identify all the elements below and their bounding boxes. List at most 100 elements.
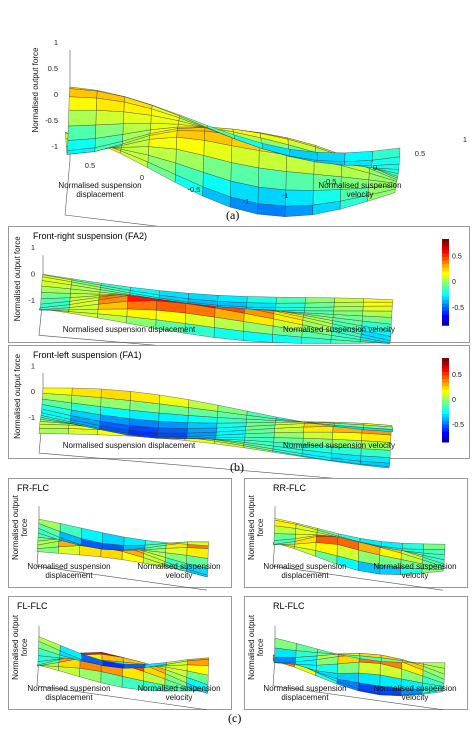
- b1-colorbar-cell: [442, 310, 449, 315]
- c3-axis-floor: [36, 657, 208, 711]
- b2-colorbar-tick: 0.5: [452, 372, 462, 379]
- a-xtick: 0.5: [85, 161, 95, 170]
- c2-zlabel: Normalised outputforce: [247, 494, 265, 560]
- c4-xlabel: Normalised suspension displacement: [263, 684, 346, 702]
- a-patch: [284, 204, 314, 217]
- a-ytick: -0.5: [324, 177, 337, 186]
- rr-flc-title: RR-FLC: [273, 483, 306, 493]
- b2-patch: [187, 427, 217, 434]
- panel-b-fa1: Front-left suspension (FA1) Normalised o…: [8, 345, 470, 484]
- b1-patch: [246, 302, 277, 308]
- a-ylabel: Normalised suspension velocity: [318, 181, 401, 199]
- c1-ylabel: Normalised suspension velocity: [137, 562, 220, 580]
- c2-patch: [402, 543, 424, 550]
- c3-xlabel: Normalised suspension displacement: [27, 684, 110, 702]
- c3-ylabel: Normalised suspension velocity: [137, 684, 220, 702]
- c2-axis-floor: [272, 538, 444, 591]
- b2-xlabel: Normalised suspension displacement: [63, 441, 196, 450]
- b1-ztick: 1: [31, 243, 35, 252]
- panel-a: Normalised output force 1 0.5 0 -0.5 -1 0.5 0 -0…: [30, 5, 474, 256]
- b1-patch: [363, 298, 394, 303]
- b1-colorbar-cell: [442, 318, 449, 323]
- a-ztick: 0: [54, 90, 58, 99]
- b2-colorbar-cell: [442, 389, 449, 394]
- fl-flc-title: FL-FLC: [17, 601, 48, 611]
- b2-colorbar-cell: [442, 421, 449, 425]
- caption-c: (c): [228, 711, 242, 725]
- caption-b: (b): [230, 460, 244, 474]
- a-patch: [344, 151, 373, 162]
- c4-axis-floor: [272, 657, 444, 711]
- surface-plot-fr-flc: Normalised outputforce Normalised suspens…: [11, 494, 221, 591]
- a-patch: [285, 171, 314, 191]
- a-xlabel: Normalised suspension displacement: [58, 181, 141, 199]
- b1-patch: [363, 301, 393, 307]
- b2-colorbar-cell: [442, 393, 449, 397]
- a-xtick: 0: [140, 173, 144, 182]
- c1-xlabel: Normalised suspension displacement: [27, 562, 110, 580]
- b1-colorbar-cell: [442, 239, 449, 244]
- surface-plot-fa2: Normalised output force 1 0 -1 Normalised su…: [13, 236, 464, 366]
- b2-colorbar-cell: [442, 365, 449, 369]
- c2-xlabel: Normalised suspension displacement: [263, 562, 346, 580]
- b2-colorbar-cell: [442, 358, 449, 362]
- b2-colorbar-cell: [442, 431, 449, 436]
- b1-colorbar-cell: [442, 256, 449, 262]
- a-xtick: -1: [243, 197, 250, 206]
- a-ztick: -1: [51, 142, 58, 151]
- b1-colorbar-cell: [442, 289, 449, 294]
- b2-colorbar-cell: [442, 414, 449, 418]
- panel-c-fl: FL-FLC Normalised outputforce Normalised …: [8, 596, 232, 711]
- a-ztick: 0.5: [48, 64, 58, 73]
- fa2-title: Front-right suspension (FA2): [33, 231, 148, 241]
- b1-colorbar-cell: [442, 292, 449, 297]
- surface-plot-a: Normalised output force 1 0.5 0 -0.5 -1 0.5 0 -0…: [31, 38, 467, 256]
- surface-plot-rl-flc: Normalised outputforce Normalised suspens…: [247, 614, 457, 711]
- b2-zlabel: Normalised output force: [13, 353, 22, 438]
- c2-patch: [423, 543, 446, 550]
- b1-patch: [127, 300, 157, 311]
- b1-colorbar-cell: [442, 267, 449, 272]
- b1-patch: [217, 295, 248, 303]
- b1-colorbar-tick: 0.5: [452, 253, 462, 260]
- a-patch: [95, 110, 124, 126]
- b1-patch: [304, 302, 335, 308]
- b1-ylabel: Normalised suspension velocity: [283, 325, 395, 334]
- b2-colorbar-cell: [442, 435, 449, 439]
- b1-colorbar-cell: [442, 246, 449, 251]
- b1-patch: [305, 297, 335, 304]
- b1-colorbar-cell: [442, 274, 449, 280]
- a-ytick: 0.5: [415, 149, 425, 158]
- b2-colorbar-cell: [442, 379, 449, 383]
- surface-plot-fa1: Normalised output force 1 0 -1 Normalised su…: [13, 353, 464, 484]
- b2-patch: [187, 422, 218, 429]
- b2-colorbar-cell: [442, 410, 449, 415]
- b2-colorbar-cell: [442, 372, 449, 376]
- c4-patch: [274, 637, 297, 651]
- b2-colorbar-cell: [442, 424, 449, 429]
- c3-zlabel: Normalised outputforce: [11, 614, 29, 680]
- a-patch: [69, 86, 98, 92]
- b1-patch: [246, 296, 277, 304]
- c3-patch: [123, 663, 146, 669]
- b1-colorbar-tick: 0: [452, 279, 456, 286]
- b2-colorbar-cell: [442, 438, 449, 443]
- rl-flc-title: RL-FLC: [273, 601, 305, 611]
- b2-colorbar-cell: [442, 382, 449, 387]
- b1-colorbar-cell: [442, 285, 449, 290]
- b2-patch: [303, 431, 333, 440]
- b1-colorbar-cell: [442, 249, 449, 254]
- b1-ztick: -1: [28, 296, 35, 305]
- b2-colorbar-cell: [442, 400, 449, 404]
- b1-patch: [334, 297, 364, 303]
- a-patch: [68, 110, 97, 127]
- b2-patch: [38, 428, 69, 435]
- b1-ztick: 0: [31, 269, 35, 278]
- b2-colorbar-cell: [442, 368, 449, 373]
- b2-colorbar-cell: [442, 428, 449, 432]
- b1-colorbar-cell: [442, 253, 449, 258]
- a-patch: [285, 189, 314, 207]
- b2-patch: [157, 432, 188, 437]
- b1-colorbar-cell: [442, 242, 449, 247]
- b2-patch: [332, 431, 362, 441]
